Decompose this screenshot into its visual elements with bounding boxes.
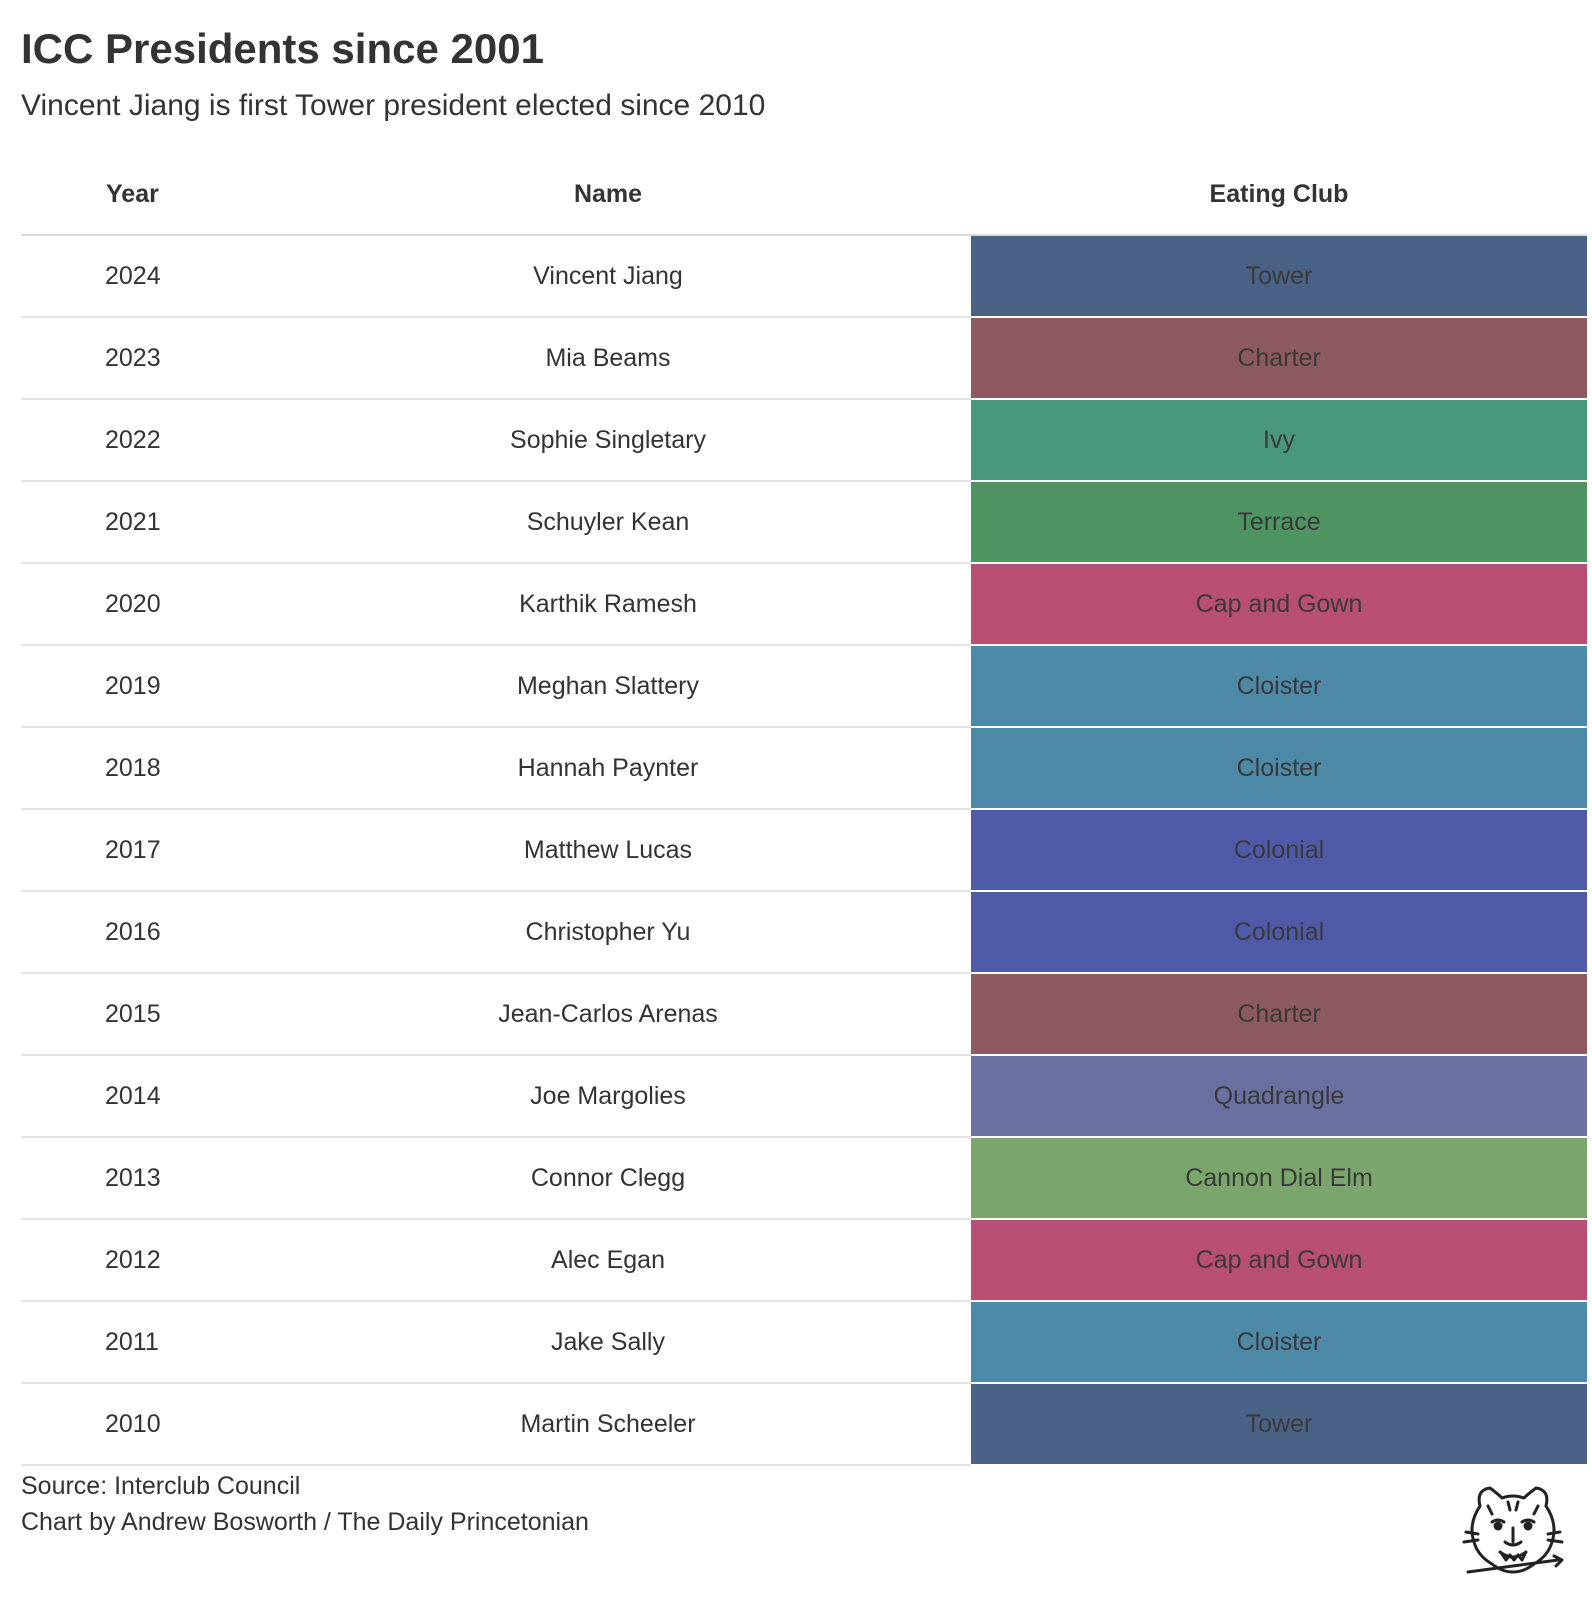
club-cell: Quadrangle	[971, 1055, 1587, 1138]
year-cell: 2023	[21, 317, 245, 400]
column-header-eating-club: Eating Club	[971, 154, 1587, 236]
name-cell: Joe Margolies	[245, 1055, 971, 1138]
year-cell: 2019	[21, 645, 245, 728]
club-cell: Charter	[971, 317, 1587, 400]
name-cell: Jake Sally	[245, 1301, 971, 1384]
table-row: 2018 Hannah Paynter Cloister	[21, 727, 1587, 810]
year-cell: 2014	[21, 1055, 245, 1138]
club-cell: Colonial	[971, 891, 1587, 974]
chart-footer: Source: Interclub Council Chart by Andre…	[21, 1468, 589, 1540]
club-cell: Cloister	[971, 1301, 1587, 1384]
source-note: Source: Interclub Council	[21, 1472, 301, 1500]
year-cell: 2010	[21, 1383, 245, 1466]
year-cell: 2024	[21, 235, 245, 318]
year-cell: 2017	[21, 809, 245, 892]
name-cell: Connor Clegg	[245, 1137, 971, 1220]
club-cell: Tower	[971, 235, 1587, 318]
table-row: 2021 Schuyler Kean Terrace	[21, 481, 1587, 564]
name-cell: Karthik Ramesh	[245, 563, 971, 646]
club-cell: Ivy	[971, 399, 1587, 482]
name-cell: Meghan Slattery	[245, 645, 971, 728]
table-row: 2020 Karthik Ramesh Cap and Gown	[21, 563, 1587, 646]
header-row: Year Name Eating Club	[21, 154, 1587, 236]
table-row: 2016 Christopher Yu Colonial	[21, 891, 1587, 974]
club-cell: Colonial	[971, 809, 1587, 892]
name-cell: Schuyler Kean	[245, 481, 971, 564]
club-cell: Cap and Gown	[971, 563, 1587, 646]
name-cell: Vincent Jiang	[245, 235, 971, 318]
name-cell: Hannah Paynter	[245, 727, 971, 810]
year-cell: 2021	[21, 481, 245, 564]
chart-subtitle: Vincent Jiang is first Tower president e…	[21, 89, 766, 122]
club-cell: Terrace	[971, 481, 1587, 564]
club-cell: Cloister	[971, 727, 1587, 810]
chart-title: ICC Presidents since 2001	[21, 25, 544, 72]
table-row: 2014 Joe Margolies Quadrangle	[21, 1055, 1587, 1138]
table-row: 2023 Mia Beams Charter	[21, 317, 1587, 400]
club-cell: Cannon Dial Elm	[971, 1137, 1587, 1220]
table-row: 2012 Alec Egan Cap and Gown	[21, 1219, 1587, 1302]
name-cell: Alec Egan	[245, 1219, 971, 1302]
year-cell: 2012	[21, 1219, 245, 1302]
column-header-year: Year	[21, 154, 245, 236]
table-row: 2010 Martin Scheeler Tower	[21, 1383, 1587, 1466]
year-cell: 2016	[21, 891, 245, 974]
name-cell: Martin Scheeler	[245, 1383, 971, 1466]
year-cell: 2011	[21, 1301, 245, 1384]
table-row: 2019 Meghan Slattery Cloister	[21, 645, 1587, 728]
club-cell: Tower	[971, 1383, 1587, 1466]
presidents-table: Year Name Eating Club 2024 Vincent Jiang…	[21, 154, 1587, 1466]
table-row: 2015 Jean-Carlos Arenas Charter	[21, 973, 1587, 1056]
tiger-head-logo-icon	[1462, 1486, 1564, 1574]
credit-note: Chart by Andrew Bosworth / The Daily Pri…	[21, 1508, 589, 1536]
club-cell: Cloister	[971, 645, 1587, 728]
table-row: 2024 Vincent Jiang Tower	[21, 235, 1587, 318]
year-cell: 2013	[21, 1137, 245, 1220]
name-cell: Jean-Carlos Arenas	[245, 973, 971, 1056]
table-row: 2022 Sophie Singletary Ivy	[21, 399, 1587, 482]
name-cell: Mia Beams	[245, 317, 971, 400]
club-cell: Cap and Gown	[971, 1219, 1587, 1302]
year-cell: 2015	[21, 973, 245, 1056]
table-row: 2011 Jake Sally Cloister	[21, 1301, 1587, 1384]
table-row: 2013 Connor Clegg Cannon Dial Elm	[21, 1137, 1587, 1220]
club-cell: Charter	[971, 973, 1587, 1056]
year-cell: 2020	[21, 563, 245, 646]
table-row: 2017 Matthew Lucas Colonial	[21, 809, 1587, 892]
name-cell: Matthew Lucas	[245, 809, 971, 892]
name-cell: Sophie Singletary	[245, 399, 971, 482]
column-header-name: Name	[245, 154, 971, 236]
name-cell: Christopher Yu	[245, 891, 971, 974]
year-cell: 2018	[21, 727, 245, 810]
year-cell: 2022	[21, 399, 245, 482]
